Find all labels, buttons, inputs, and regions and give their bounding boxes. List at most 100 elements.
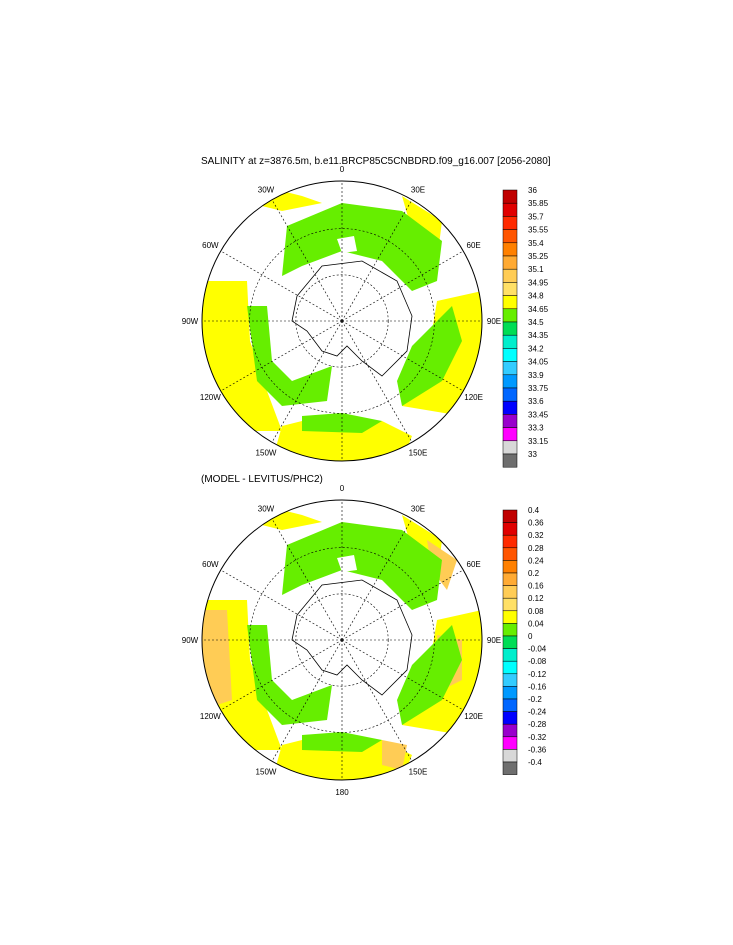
colorbar-box [502,623,518,637]
colorbar-label: 33.6 [528,397,544,406]
panel-title: (MODEL - LEVITUS/PHC2) [201,474,323,485]
colorbar-label: 33.75 [528,384,549,393]
polar-map: 0 30E 60E 90E 120E 150E 180 150W 120W 90W 60W 30W 36… [182,165,549,470]
colorbar-label: 33.15 [528,437,549,446]
colorbar-box [502,534,518,549]
colorbar-label: 0.24 [528,556,544,565]
orange-region [202,610,232,710]
colorbar-label: 34.95 [528,278,549,287]
colorbar-label: 35.4 [528,239,544,248]
colorbar-label: -0.32 [528,733,547,742]
colorbar-label: 0.16 [528,582,544,591]
orange-region [427,540,457,590]
longitude-label: 120E [464,712,483,721]
green-region [397,306,462,406]
colorbar-label: -0.2 [528,695,542,704]
green-region [282,522,442,610]
colorbar-label: -0.16 [528,682,547,691]
latitude-circle [295,593,389,687]
longitude-label: 90E [487,317,501,326]
colorbar-label: 0.28 [528,544,544,553]
longitude-label: 180 [335,788,349,797]
salinity-panel: SALINITY at z=3876.5m, b.e11.BRCP85C5CNB… [0,0,733,470]
longitude-label: 30W [258,185,275,194]
colorbar-label: 34.5 [528,318,544,327]
colorbar-label: 0.32 [528,531,544,540]
colorbar-label: 34.8 [528,292,544,301]
longitude-label: 120E [464,393,483,402]
colorbar-label: 33.9 [528,371,544,380]
longitude-label: 150W [256,449,277,458]
longitude-label: 60E [467,560,481,569]
colorbar-label: 34.65 [528,305,549,314]
colorbar-label: -0.36 [528,745,547,754]
antarctica-outline [291,579,413,696]
colorbar-label: -0.08 [528,657,547,666]
longitude-label: 180 [335,469,349,470]
colorbar-box [502,453,518,468]
colorbar-label: 35.85 [528,199,549,208]
longitude-label: 0 [340,484,345,493]
green-region [397,625,462,725]
colorbar-label: 33 [528,450,537,459]
colorbar-box [502,749,518,763]
colorbar-box [502,648,518,662]
meridian-line [271,320,343,443]
longitude-label: 60E [467,241,481,250]
meridian-line [341,250,464,322]
colorbar-label: -0.28 [528,720,547,729]
colorbar-label: 34.35 [528,331,549,340]
colorbar-label: 35.1 [528,265,544,274]
meridian-line [341,639,464,711]
colorbar-box [502,597,518,612]
colorbar-box [502,761,518,775]
longitude-label: 60W [202,560,219,569]
colorbar-label: 35.7 [528,212,544,221]
orange-region [382,740,407,770]
longitude-label: 0 [340,165,345,174]
colorbar-label: -0.24 [528,708,547,717]
colorbar-box [502,572,518,586]
colorbar-label: -0.4 [528,758,542,767]
meridian-line [220,569,343,641]
colorbar-label: 0.36 [528,519,544,528]
longitude-label: 30W [258,504,275,513]
green-region [247,625,332,725]
colorbar-box [502,660,518,675]
colorbar-label: 0.4 [528,506,540,515]
longitude-label: 90W [182,636,199,645]
meridian-line [220,320,343,392]
colorbar-label: 0.08 [528,607,544,616]
colorbar-label: 0.04 [528,619,544,628]
colorbar-label: 34.05 [528,358,549,367]
meridian-line [341,569,464,641]
colorbar-box [502,560,518,574]
colorbar-label: 33.3 [528,424,544,433]
colorbar-box [502,610,518,624]
latitude-circle [295,274,389,368]
colorbar-box [502,711,518,725]
colorbar-label: 0 [528,632,533,641]
colorbar-label: 33.45 [528,410,549,419]
longitude-label: 30E [411,504,425,513]
green-region [282,203,442,291]
colorbar-box [502,698,518,712]
colorbar-label: 36 [528,186,537,195]
meridian-line [271,518,343,641]
colorbar-label: -0.04 [528,645,547,654]
colorbar-box [502,585,518,599]
colorbar-box [502,635,518,649]
colorbar-box [502,509,518,523]
longitude-label: 60W [202,241,219,250]
longitude-label: 120W [200,393,221,402]
map-boundary [201,180,483,462]
meridian-line [341,199,413,322]
meridian-line [341,518,413,641]
longitude-label: 30E [411,185,425,194]
colorbar-box [502,723,518,738]
antarctica-outline [291,260,413,377]
colorbar-label: 0.12 [528,594,544,603]
meridian-line [341,320,464,392]
